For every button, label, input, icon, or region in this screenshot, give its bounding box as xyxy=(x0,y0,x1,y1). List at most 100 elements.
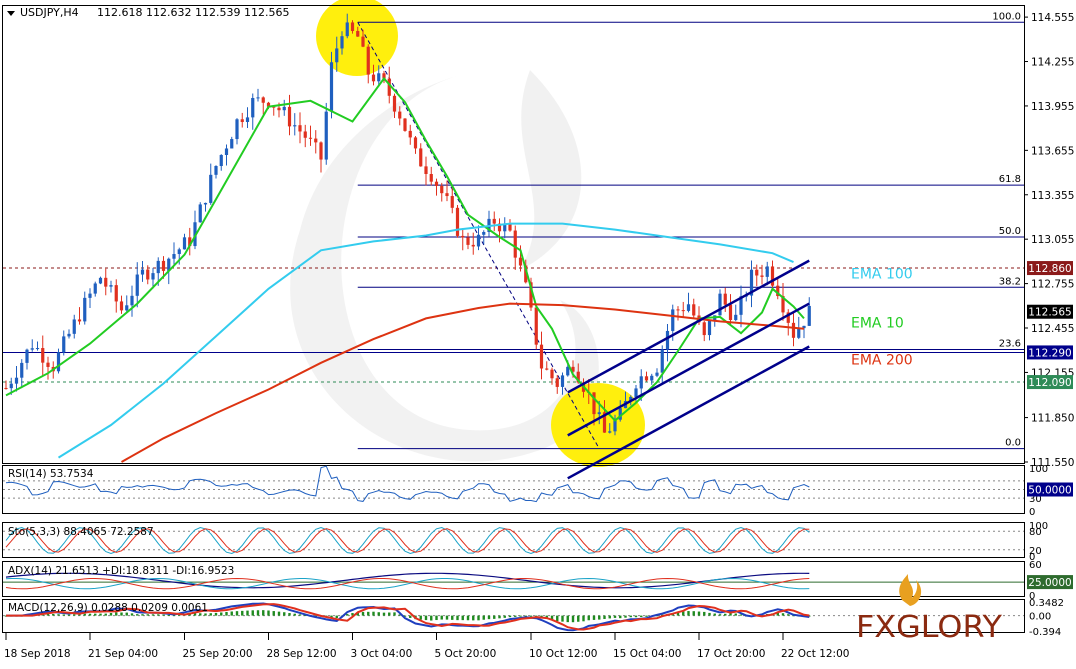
price-tag xyxy=(1027,304,1073,319)
candle-body xyxy=(445,193,449,197)
candle-body xyxy=(686,304,691,311)
macd-histogram-bar xyxy=(692,611,695,616)
price-tick-label: 114.555 xyxy=(1031,12,1074,24)
macd-histogram-bar xyxy=(587,615,590,621)
candle-body xyxy=(188,237,192,247)
fib-level-label: 61.8 xyxy=(999,174,1021,185)
highlight-circle-bottom xyxy=(551,383,645,467)
macd-histogram-bar xyxy=(146,614,149,616)
indicator-tick-label: 80 xyxy=(1029,527,1042,538)
price-tick-label: 112.755 xyxy=(1031,279,1074,291)
candle-body xyxy=(329,62,334,112)
candle-body xyxy=(298,125,302,132)
stochastic-main-line xyxy=(5,526,810,555)
candle-body xyxy=(282,106,286,111)
channel-line xyxy=(567,302,810,437)
fib-level-label: 100.0 xyxy=(992,11,1021,22)
price-tick-label: 111.550 xyxy=(1031,457,1074,469)
macd-histogram-bar xyxy=(734,613,737,616)
macd-histogram-bar xyxy=(235,611,239,616)
candle-body xyxy=(72,319,76,334)
macd-histogram-bar xyxy=(67,614,71,616)
indicator-tick-label: 0 xyxy=(1029,507,1035,518)
candle-body xyxy=(261,97,265,103)
macd-histogram-bar xyxy=(256,610,260,616)
ema-line xyxy=(5,76,805,422)
candle-body xyxy=(245,117,250,123)
time-tick-label: 17 Oct 20:00 xyxy=(697,648,765,660)
macd-histogram-bar xyxy=(561,615,564,622)
stochastic-signal-line xyxy=(5,528,810,553)
candle-body xyxy=(634,388,638,397)
price-tick-label: 114.255 xyxy=(1031,57,1074,69)
time-tick-label: 15 Oct 04:00 xyxy=(613,648,681,660)
candle-body xyxy=(398,111,402,119)
chevron-down-icon[interactable] xyxy=(7,11,15,16)
candlesticks xyxy=(4,13,811,436)
candle-body xyxy=(104,277,108,287)
macd-histogram-bar xyxy=(697,611,701,616)
macd-histogram-bar xyxy=(162,614,165,616)
candle-body xyxy=(760,275,764,277)
rsi-label: RSI(14) 53.7534 xyxy=(8,468,94,480)
candle-body xyxy=(219,154,223,167)
candle-body xyxy=(156,260,160,274)
macd-histogram-bar xyxy=(283,612,286,616)
time-tick-label: 21 Sep 04:00 xyxy=(88,648,158,660)
candle-body xyxy=(67,333,71,337)
macd-histogram-bar xyxy=(550,615,554,620)
candle-body xyxy=(749,269,754,296)
channel-line xyxy=(567,345,810,480)
macd-histogram-bar xyxy=(167,614,170,616)
chart-title: USDJPY,H4 xyxy=(20,6,79,19)
macd-histogram-bar xyxy=(136,614,139,616)
logo-text: FXGLORY xyxy=(856,610,1003,645)
fib-level-label: 23.6 xyxy=(999,338,1021,349)
adx-level-tag xyxy=(1027,575,1073,590)
candle-body xyxy=(660,349,664,373)
candle-body xyxy=(177,249,181,255)
candle-body xyxy=(209,174,213,203)
macd-histogram-bar xyxy=(246,610,249,616)
macd-histogram-bar xyxy=(382,612,386,616)
time-tick-label: 22 Oct 12:00 xyxy=(781,648,849,660)
macd-histogram-bar xyxy=(125,612,128,616)
candle-body xyxy=(482,231,486,235)
macd-histogram-bar xyxy=(73,614,76,616)
candle-body xyxy=(77,319,82,322)
candle-body xyxy=(224,148,229,155)
candle-body xyxy=(791,322,796,338)
candle-body xyxy=(230,139,234,149)
macd-histogram-bar xyxy=(157,614,160,616)
candle-body xyxy=(377,73,381,82)
indicator-tick-label: 20 xyxy=(1029,546,1042,557)
time-tick-label: 5 Oct 20:00 xyxy=(435,648,497,660)
macd-histogram-bar xyxy=(409,615,412,618)
candle-body xyxy=(293,125,297,127)
candle-body xyxy=(382,73,386,79)
candle-body xyxy=(403,118,407,131)
macd-label: MACD(12,26,9) 0.0288 0.0209 0.0061 xyxy=(8,602,208,614)
horizontal-levels xyxy=(3,267,1024,383)
time-tick-label: 3 Oct 04:00 xyxy=(351,648,413,660)
macd-histogram-bar xyxy=(645,615,648,617)
candle-body xyxy=(497,223,502,232)
candle-body xyxy=(408,130,412,138)
candle-body xyxy=(492,218,496,224)
macd-histogram-bar xyxy=(372,611,375,616)
candle-body xyxy=(387,78,391,96)
macd-histogram-bar xyxy=(713,613,716,616)
candle-body xyxy=(277,107,281,111)
macd-histogram-bar xyxy=(629,615,632,618)
candle-body xyxy=(93,283,97,294)
candle-body xyxy=(739,296,743,315)
macd-histogram-bar xyxy=(524,615,527,617)
candle-body xyxy=(723,293,727,305)
candle-body xyxy=(366,46,370,75)
macd-histogram-bar xyxy=(556,615,559,622)
price-tag-label: 112.290 xyxy=(1028,347,1071,359)
candle-body xyxy=(193,222,197,247)
macd-histogram-bar xyxy=(739,614,743,616)
candle-body xyxy=(303,131,307,138)
candle-body xyxy=(256,97,260,99)
